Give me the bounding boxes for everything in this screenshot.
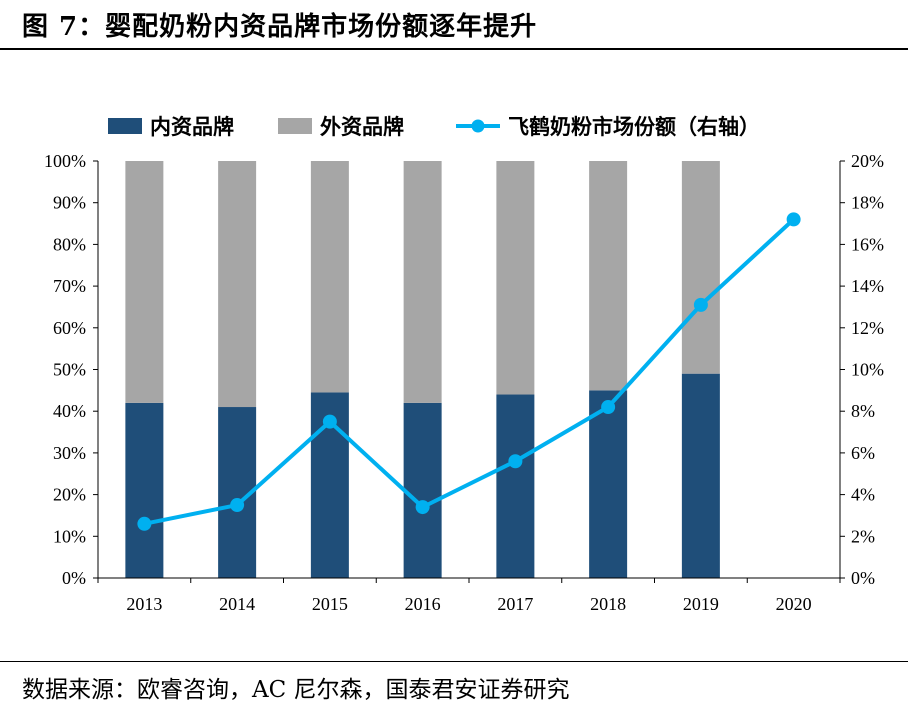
title-rule [0, 48, 908, 50]
legend: 内资品牌 外资品牌 飞鹤奶粉市场份额（右轴） [108, 114, 760, 139]
figure-title: 图 7：婴配奶粉内资品牌市场份额逐年提升 [22, 12, 538, 42]
line-path [143, 217, 795, 526]
bar [496, 161, 535, 395]
chart: 内资品牌 外资品牌 飞鹤奶粉市场份额（右轴） 0% 10% 20% 30% 40% 50% 60… [44, 114, 884, 614]
left-tick-label: 70% [53, 276, 86, 296]
bar [403, 161, 442, 403]
x-tick-label: 2016 [405, 594, 441, 614]
right-tick-label: 20% [851, 151, 884, 171]
x-tick-label: 2020 [776, 594, 812, 614]
bar [125, 402, 164, 578]
bar [403, 402, 442, 578]
left-tick-label: 40% [53, 401, 86, 421]
left-tick-label: 100% [44, 151, 86, 171]
legend-label: 外资品牌 [320, 114, 404, 139]
line-point [230, 498, 245, 513]
left-tick-label: 10% [53, 526, 86, 546]
legend-swatch [108, 118, 142, 134]
right-tick-label: 4% [851, 485, 875, 505]
line-point [137, 516, 152, 531]
source-rule [0, 661, 908, 662]
x-tick-label: 2015 [312, 594, 348, 614]
right-tick-label: 6% [851, 443, 875, 463]
legend-label: 飞鹤奶粉市场份额（右轴） [508, 114, 760, 139]
legend-label: 内资品牌 [150, 114, 234, 139]
left-axis: 0% 10% 20% 30% 40% 50% 60% 70% 80% 90% 100% [44, 151, 99, 588]
bar [496, 394, 535, 578]
line-point [693, 297, 708, 312]
legend-swatch [278, 118, 312, 134]
right-tick-label: 8% [851, 401, 875, 421]
left-tick-label: 30% [53, 443, 86, 463]
left-tick-label: 80% [53, 234, 86, 254]
line-point [601, 400, 616, 415]
right-tick-label: 2% [851, 526, 875, 546]
right-tick-label: 14% [851, 276, 884, 296]
x-tick-label: 2017 [497, 594, 533, 614]
left-tick-label: 90% [53, 193, 86, 213]
right-tick-label: 12% [851, 318, 884, 338]
x-tick-label: 2019 [683, 594, 719, 614]
x-axis: 2013 2014 2015 2016 2017 2018 2019 2020 [97, 577, 841, 614]
x-tick-label: 2013 [126, 594, 162, 614]
bar [681, 161, 720, 374]
line-point [786, 212, 801, 227]
bars [125, 161, 720, 578]
legend-swatch-marker [471, 119, 485, 133]
left-tick-label: 50% [53, 360, 86, 380]
left-tick-label: 60% [53, 318, 86, 338]
right-tick-label: 0% [851, 568, 875, 588]
x-tick-label: 2014 [219, 594, 255, 614]
line-series [137, 212, 801, 531]
right-tick-label: 10% [851, 360, 884, 380]
left-tick-label: 0% [62, 568, 86, 588]
bar [589, 390, 628, 578]
left-tick-label: 20% [53, 485, 86, 505]
bar [589, 161, 628, 391]
x-tick-label: 2018 [590, 594, 626, 614]
bar [218, 161, 257, 408]
data-source: 数据来源：欧睿咨询，AC 尼尔森，国泰君安证券研究 [22, 677, 570, 703]
right-axis: 0% 2% 4% 6% 8% 10% 12% 14% 16% 18% 20% [839, 151, 884, 588]
bar [125, 161, 164, 403]
line-point [508, 454, 523, 469]
right-tick-label: 16% [851, 234, 884, 254]
bar [310, 161, 349, 393]
right-tick-label: 18% [851, 193, 884, 213]
bar [681, 373, 720, 578]
line-point [322, 414, 337, 429]
line-point [415, 500, 430, 515]
